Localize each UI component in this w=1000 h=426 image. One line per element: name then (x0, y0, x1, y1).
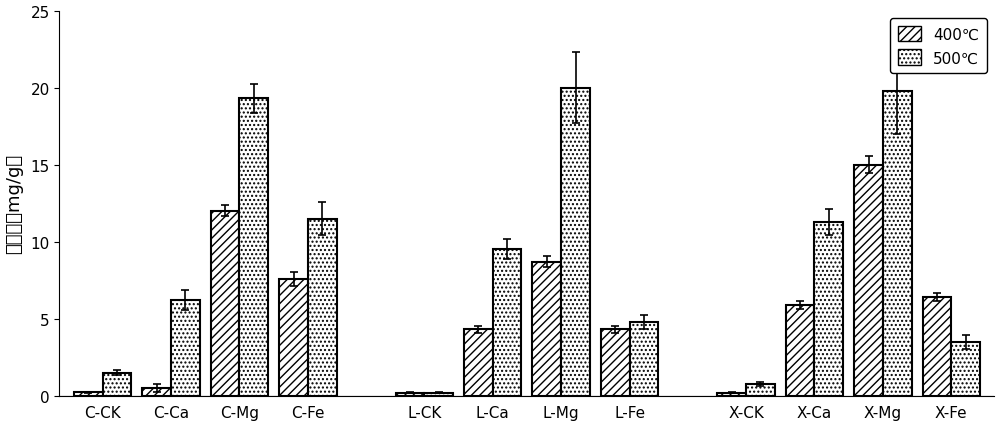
Bar (211, 211, 239, 396)
Bar (279, 279, 308, 396)
Bar (103, 373, 131, 396)
Bar (746, 384, 775, 396)
Bar (493, 250, 521, 396)
Bar (561, 88, 590, 396)
Bar (786, 305, 814, 396)
Legend: 400℃, 500℃: 400℃, 500℃ (890, 19, 987, 74)
Bar (171, 300, 200, 396)
Bar (74, 392, 103, 396)
Bar (532, 262, 561, 396)
Bar (308, 219, 337, 396)
Bar (396, 393, 424, 396)
Bar (464, 330, 493, 396)
Bar (923, 297, 951, 396)
Bar (814, 222, 843, 396)
Bar (883, 92, 912, 396)
Bar (601, 330, 630, 396)
Bar (951, 342, 980, 396)
Bar (142, 388, 171, 396)
Bar (239, 99, 268, 396)
Bar (630, 322, 658, 396)
Bar (424, 393, 453, 396)
Y-axis label: 吸附量（mg/g）: 吸附量（mg/g） (6, 154, 24, 253)
Bar (717, 393, 746, 396)
Bar (854, 165, 883, 396)
